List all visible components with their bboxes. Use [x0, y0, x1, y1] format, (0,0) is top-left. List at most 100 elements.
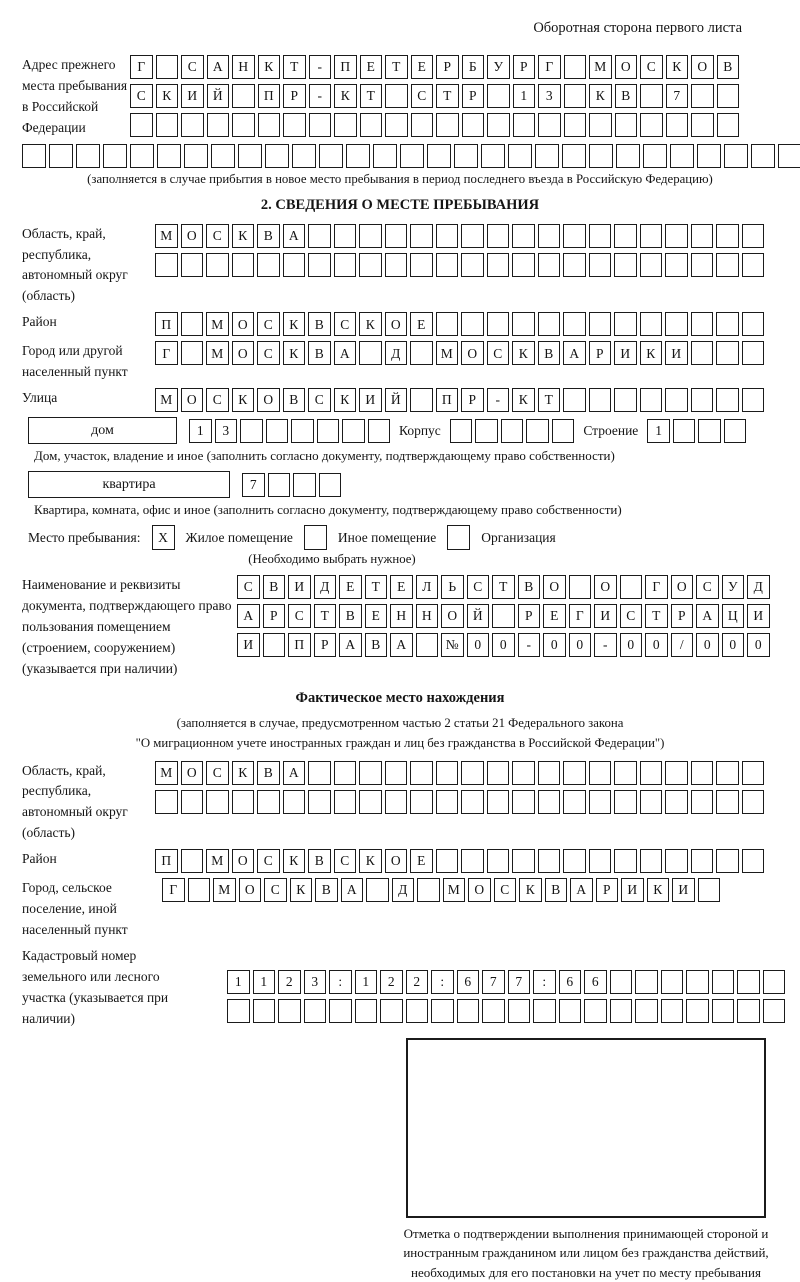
- stay-type-note: (Необходимо выбрать нужное): [248, 552, 416, 567]
- char-cell: И: [665, 341, 688, 366]
- char-cell: [180, 341, 203, 366]
- char-cell: 1: [252, 970, 275, 994]
- char-cell: Т: [645, 604, 668, 629]
- char-cell: [563, 252, 586, 277]
- char-cell: [262, 633, 285, 658]
- char-cell: [436, 113, 459, 137]
- char-cell: [211, 143, 235, 168]
- char-cell: Р: [512, 55, 535, 79]
- char-cell: М: [589, 55, 612, 79]
- char-cell: В: [517, 575, 540, 600]
- char-cell: [716, 223, 739, 248]
- char-cell: [512, 849, 535, 874]
- char-cell: В: [257, 223, 280, 248]
- al-region-label: Область, край, республика, автономный ок…: [22, 762, 128, 841]
- char-cell: 2: [380, 970, 403, 994]
- char-cell: [512, 252, 535, 277]
- char-cell: [737, 970, 760, 994]
- char-cell: С: [264, 878, 287, 903]
- char-cell: [690, 341, 713, 366]
- char-cell: А: [282, 223, 305, 248]
- char-cell: [697, 143, 721, 168]
- char-cell: [318, 472, 341, 497]
- char-cell: [537, 849, 560, 874]
- char-cell: [588, 849, 611, 874]
- char-cell: [639, 849, 662, 874]
- char-cell: [384, 760, 407, 785]
- char-cell: [486, 312, 509, 337]
- char-cell: О: [180, 760, 203, 785]
- char-cell: 1: [227, 970, 250, 994]
- char-cell: В: [262, 575, 285, 600]
- char-cell: Е: [339, 575, 362, 600]
- char-cell: [741, 312, 764, 337]
- char-cell: [672, 418, 696, 443]
- char-cell: Р: [461, 388, 484, 413]
- char-cell: К: [289, 878, 312, 903]
- char-cell: [76, 143, 100, 168]
- korpus-label: Корпус: [399, 422, 441, 438]
- char-cell: [180, 312, 203, 337]
- char-cell: [551, 418, 575, 443]
- char-cell: [486, 223, 509, 248]
- char-cell: [454, 143, 478, 168]
- char-cell: А: [333, 341, 356, 366]
- char-cell: [614, 760, 637, 785]
- char-cell: [538, 113, 561, 137]
- char-cell: [635, 999, 658, 1023]
- char-cell: В: [282, 388, 305, 413]
- char-cell: С: [640, 55, 663, 79]
- char-cell: И: [614, 341, 637, 366]
- document-block: Наименование и реквизиты документа, подт…: [22, 575, 778, 680]
- char-cell: А: [206, 55, 229, 79]
- char-cell: Р: [595, 878, 618, 903]
- char-cell: 7: [242, 472, 265, 497]
- char-cell: [588, 388, 611, 413]
- char-cell: 6: [456, 970, 479, 994]
- char-cell: С: [181, 55, 204, 79]
- char-cell: [737, 999, 760, 1023]
- char-cell: Р: [436, 55, 459, 79]
- char-cell: [533, 999, 556, 1023]
- char-cell: 0: [619, 633, 642, 658]
- char-cell: [537, 252, 560, 277]
- char-cell: [512, 312, 535, 337]
- char-cell: Е: [359, 55, 382, 79]
- char-cell: М: [206, 341, 229, 366]
- char-cell: [716, 312, 739, 337]
- char-cell: :: [431, 970, 454, 994]
- char-cell: 1: [647, 418, 670, 443]
- char-cell: К: [155, 84, 178, 108]
- apartment-row: квартира 7: [28, 471, 778, 499]
- district-label: Район: [22, 314, 57, 330]
- char-cell: [206, 113, 229, 137]
- char-cell: [639, 223, 662, 248]
- actual-location-title: Фактическое место нахождения: [295, 689, 505, 706]
- char-cell: [227, 999, 250, 1023]
- char-cell: О: [231, 341, 254, 366]
- char-cell: [563, 760, 586, 785]
- option-other-premises-label: Иное помещение: [337, 529, 437, 545]
- char-cell: 7: [665, 84, 688, 108]
- char-cell: [616, 143, 640, 168]
- char-cell: [563, 55, 586, 79]
- char-cell: В: [537, 341, 560, 366]
- char-cell: [588, 252, 611, 277]
- actual-location-note1: (заполняется в случае, предусмотренном ч…: [176, 715, 624, 730]
- char-cell: Т: [385, 55, 408, 79]
- char-cell: И: [594, 604, 617, 629]
- char-cell: [724, 143, 748, 168]
- char-cell: [686, 999, 709, 1023]
- char-cell: Н: [415, 604, 438, 629]
- char-cell: -: [308, 84, 331, 108]
- char-cell: [716, 252, 739, 277]
- char-cell: К: [282, 312, 305, 337]
- char-cell: [665, 312, 688, 337]
- char-cell: [316, 418, 339, 443]
- char-cell: [563, 789, 586, 814]
